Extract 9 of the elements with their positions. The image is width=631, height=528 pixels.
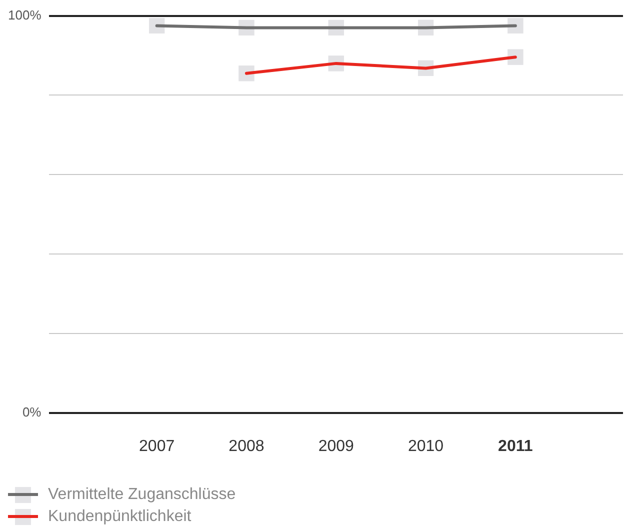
x-tick-label: 2007 (139, 438, 175, 455)
y-tick-label: 0% (22, 404, 42, 420)
legend-label: Kundenpünktlichkeit (48, 507, 192, 527)
x-tick-label: 2009 (318, 438, 354, 455)
x-tick-label: 2011 (498, 438, 533, 455)
x-tick-label: 2010 (408, 438, 444, 455)
x-tick-label: 2008 (228, 438, 264, 455)
y-tick-label: 100% (8, 7, 42, 22)
legend-label: Vermittelte Zuganschlüsse (48, 485, 236, 505)
